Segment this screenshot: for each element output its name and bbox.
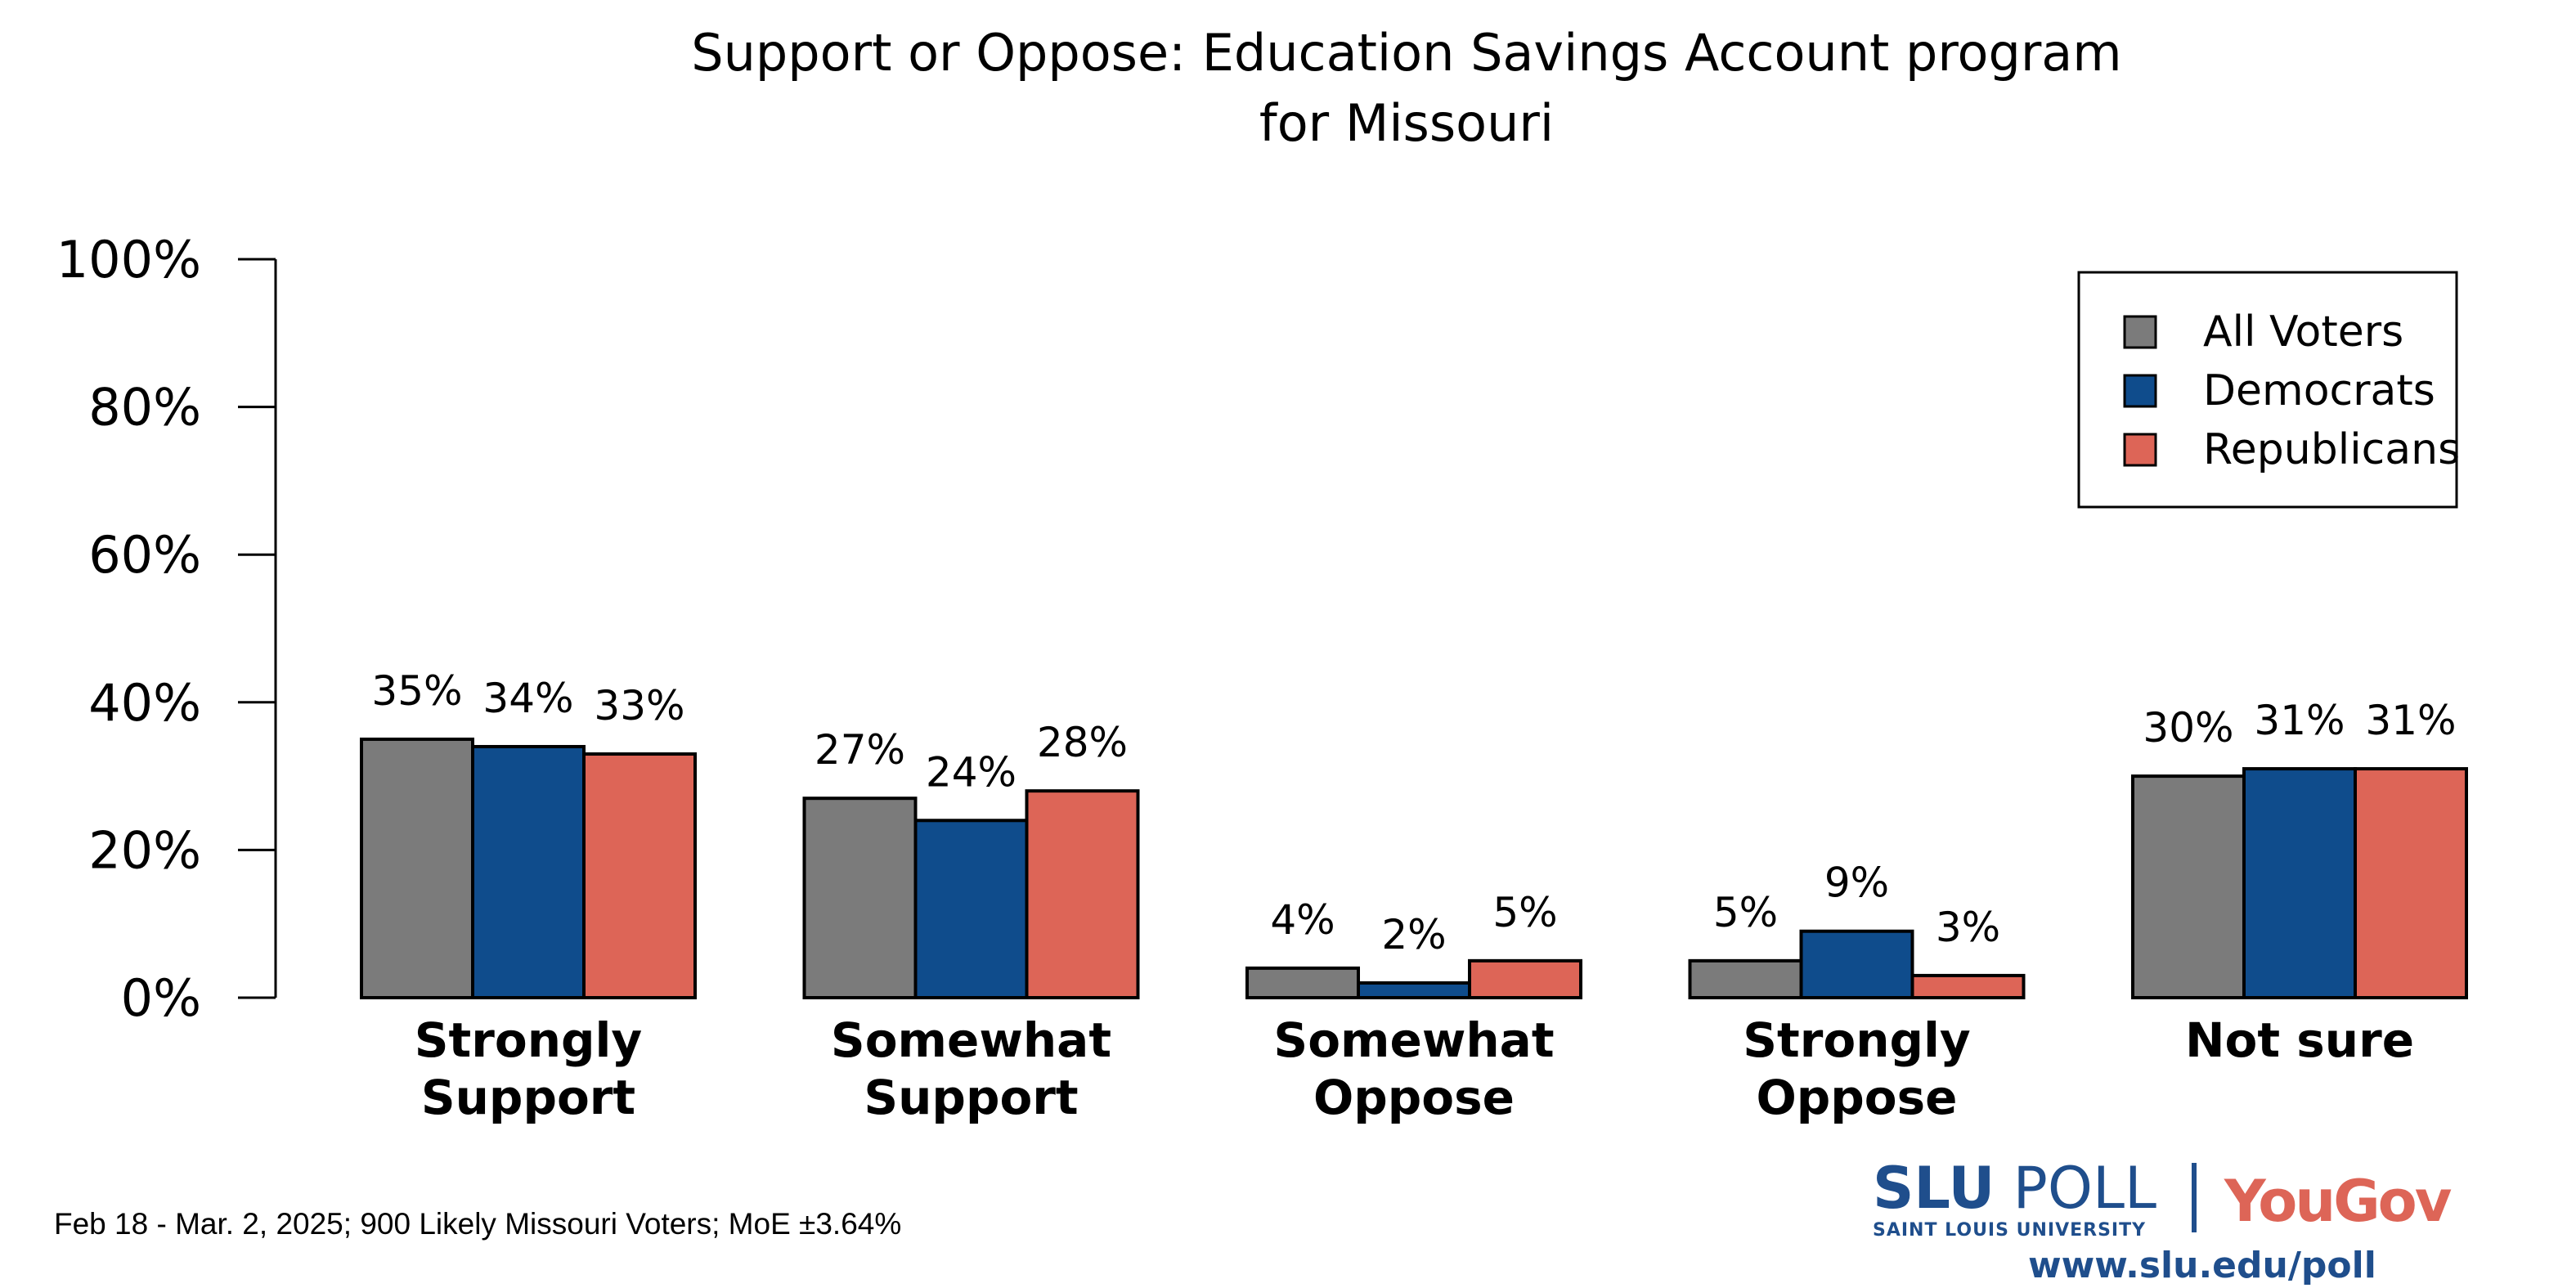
bar bbox=[1468, 958, 1582, 999]
bar bbox=[913, 819, 1029, 1000]
data-label: 31% bbox=[2254, 697, 2345, 744]
bar bbox=[582, 752, 697, 999]
data-label: 31% bbox=[2365, 697, 2456, 744]
chart-title-line-1: Support or Oppose: Education Savings Acc… bbox=[691, 23, 2121, 83]
bar bbox=[1910, 973, 2026, 1000]
x-tick-label: Support bbox=[864, 1070, 1078, 1125]
y-axis: 0% 20% 40% 60% 80% 100% bbox=[56, 230, 277, 1028]
slu-poll-logo: SLU POLL SAINT LOUIS UNIVERSITY bbox=[1873, 1160, 2156, 1241]
data-label: 24% bbox=[926, 748, 1016, 796]
legend: All Voters Democrats Republicans bbox=[2077, 271, 2460, 509]
yougov-logo: YouGov bbox=[2224, 1168, 2452, 1235]
logo-slu-sub: SAINT LOUIS UNIVERSITY bbox=[1873, 1220, 2147, 1241]
bar bbox=[1025, 789, 1140, 999]
data-label: 34% bbox=[482, 675, 573, 722]
x-axis-labels: StronglySupportSomewhatSupportSomewhatOp… bbox=[415, 1012, 2414, 1125]
chart-title-line-2: for Missouri bbox=[1259, 93, 1554, 153]
y-tick-label: 100% bbox=[56, 230, 201, 289]
logo-poll: POLL bbox=[2013, 1155, 2156, 1222]
legend-label: Republicans bbox=[2203, 425, 2460, 474]
data-label: 33% bbox=[594, 682, 684, 729]
bar bbox=[471, 744, 586, 999]
x-tick-label: Somewhat bbox=[1273, 1012, 1554, 1068]
logo-slu: SLU bbox=[1873, 1155, 1995, 1222]
data-label: 30% bbox=[2143, 704, 2233, 752]
bar bbox=[1799, 929, 1914, 999]
data-label: 4% bbox=[1270, 896, 1335, 944]
data-label: 27% bbox=[815, 726, 905, 774]
x-tick-label: Support bbox=[421, 1070, 635, 1125]
bar bbox=[2131, 774, 2246, 999]
x-tick-label: Somewhat bbox=[831, 1012, 1111, 1068]
x-tick-label: Oppose bbox=[1756, 1070, 1957, 1125]
bar bbox=[802, 797, 918, 999]
legend-swatch bbox=[2123, 315, 2157, 349]
footer-note: Feb 18 - Mar. 2, 2025; 900 Likely Missou… bbox=[54, 1207, 902, 1241]
bar bbox=[1357, 981, 1471, 999]
data-label: 3% bbox=[1936, 904, 2000, 951]
poll-url-link[interactable]: www.slu.edu/poll bbox=[2028, 1245, 2376, 1286]
data-label: 35% bbox=[371, 667, 462, 715]
data-label: 28% bbox=[1037, 719, 1128, 766]
x-tick-label: Strongly bbox=[1743, 1012, 1970, 1068]
legend-box bbox=[2077, 271, 2458, 509]
data-label: 2% bbox=[1381, 911, 1446, 958]
bar bbox=[1688, 958, 1803, 999]
bar bbox=[1245, 966, 1360, 1000]
legend-label: All Voters bbox=[2203, 307, 2403, 357]
legend-swatch bbox=[2123, 433, 2157, 467]
y-tick-label: 20% bbox=[88, 820, 201, 880]
data-label: 5% bbox=[1713, 889, 1778, 936]
bar bbox=[2242, 767, 2357, 999]
legend-swatch bbox=[2123, 374, 2157, 408]
bar bbox=[2354, 767, 2468, 999]
y-tick-label: 80% bbox=[88, 378, 201, 438]
x-tick-label: Strongly bbox=[415, 1012, 642, 1068]
logo-divider bbox=[2192, 1163, 2197, 1232]
y-tick-label: 40% bbox=[88, 673, 201, 733]
y-tick-label: 60% bbox=[88, 525, 201, 585]
x-tick-label: Not sure bbox=[2185, 1012, 2414, 1068]
data-label: 9% bbox=[1824, 859, 1889, 907]
bars: 35% 34% 33% 27% 24% 28% 4% 2% 5% 5% 9% 3% 30% 31% 31% bbox=[360, 667, 2468, 1000]
bar bbox=[360, 737, 474, 999]
data-label: 5% bbox=[1492, 889, 1557, 936]
y-tick-label: 0% bbox=[121, 968, 201, 1028]
x-tick-label: Oppose bbox=[1313, 1070, 1515, 1125]
legend-label: Democrats bbox=[2203, 366, 2435, 415]
